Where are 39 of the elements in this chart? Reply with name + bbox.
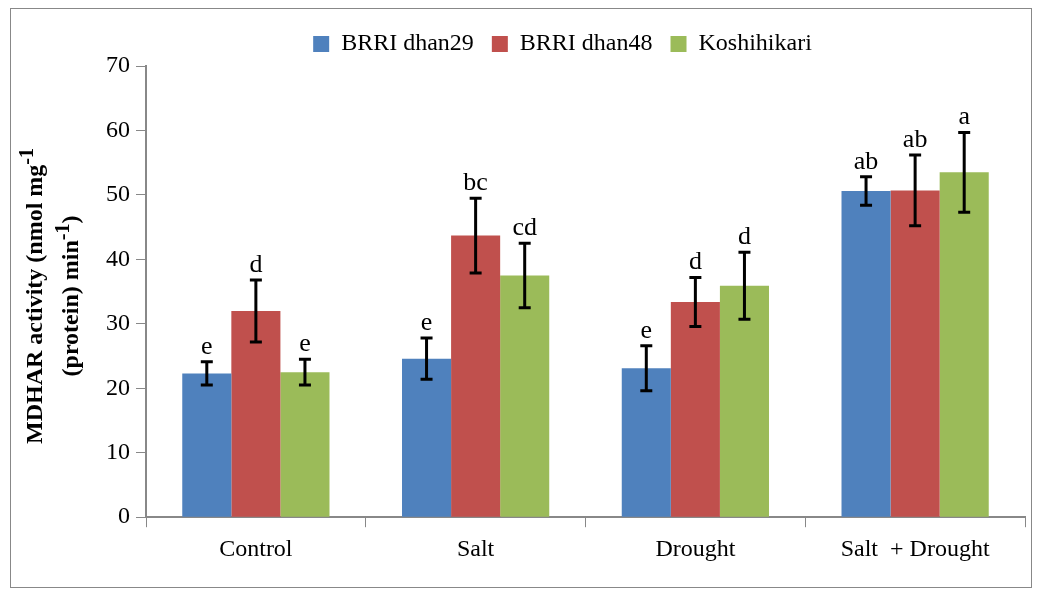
y-tick-label: 30	[106, 309, 130, 336]
annotation: e	[201, 330, 213, 360]
y-tick-label: 0	[118, 502, 130, 529]
bar	[402, 358, 452, 517]
annotation: e	[299, 328, 311, 358]
y-tick-label: 70	[106, 51, 130, 78]
bar	[719, 285, 769, 517]
bar	[280, 372, 330, 517]
annotation: d	[688, 246, 702, 276]
y-tick-label: 20	[106, 373, 130, 400]
x-tick-label: Salt	[456, 534, 495, 561]
bar	[841, 191, 891, 517]
y-tick-label: 40	[106, 244, 130, 271]
bar	[890, 190, 940, 517]
x-tick-label: Salt + Drought	[840, 534, 990, 561]
x-tick-label: Control	[219, 534, 293, 561]
y-tick-label: 10	[106, 438, 130, 465]
bar	[500, 275, 550, 517]
bar	[231, 310, 281, 517]
annotation: ab	[853, 145, 879, 175]
legend-label: BRRI dhan48	[519, 29, 653, 56]
bar	[451, 235, 501, 517]
legend-label: Koshihikari	[698, 29, 813, 56]
bar	[182, 373, 232, 517]
y-tick-label: 60	[106, 115, 130, 142]
annotation: a	[958, 101, 971, 131]
bar	[939, 172, 989, 517]
bar	[621, 368, 671, 517]
annotation: bc	[463, 166, 488, 196]
annotation: ab	[902, 123, 928, 153]
annotation: d	[249, 248, 263, 278]
bar	[670, 301, 720, 517]
annotation: e	[420, 306, 433, 336]
legend-label: BRRI dhan29	[341, 29, 474, 56]
y-tick-label: 50	[106, 180, 130, 207]
x-tick-label: Drought	[655, 534, 736, 561]
annotation: e	[640, 314, 653, 344]
annotation: d	[737, 221, 751, 251]
annotation: cd	[512, 212, 537, 242]
